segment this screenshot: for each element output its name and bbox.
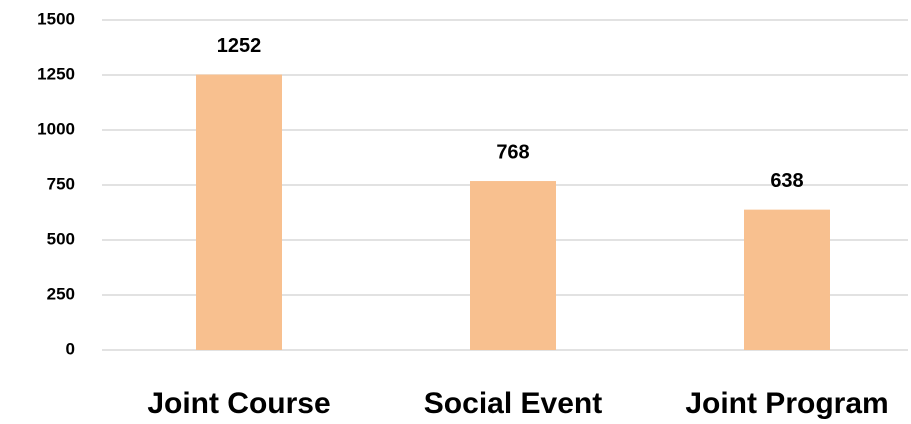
y-tick-label: 0 [66,339,75,358]
y-tick-label: 750 [47,174,75,193]
y-tick-label: 1000 [37,119,75,138]
x-tick-label: Joint Program [685,387,888,420]
x-tick-label: Social Event [424,387,602,420]
data-label: 638 [770,170,803,192]
data-label: 768 [496,141,529,163]
y-tick-label: 1500 [37,9,75,28]
y-tick-label: 250 [47,284,75,303]
bar [470,181,556,350]
bar [196,74,282,350]
data-label: 1252 [217,35,262,57]
y-tick-label: 500 [47,229,75,248]
x-tick-label: Joint Course [147,387,330,420]
y-tick-label: 1250 [37,64,75,83]
bar [744,209,830,350]
